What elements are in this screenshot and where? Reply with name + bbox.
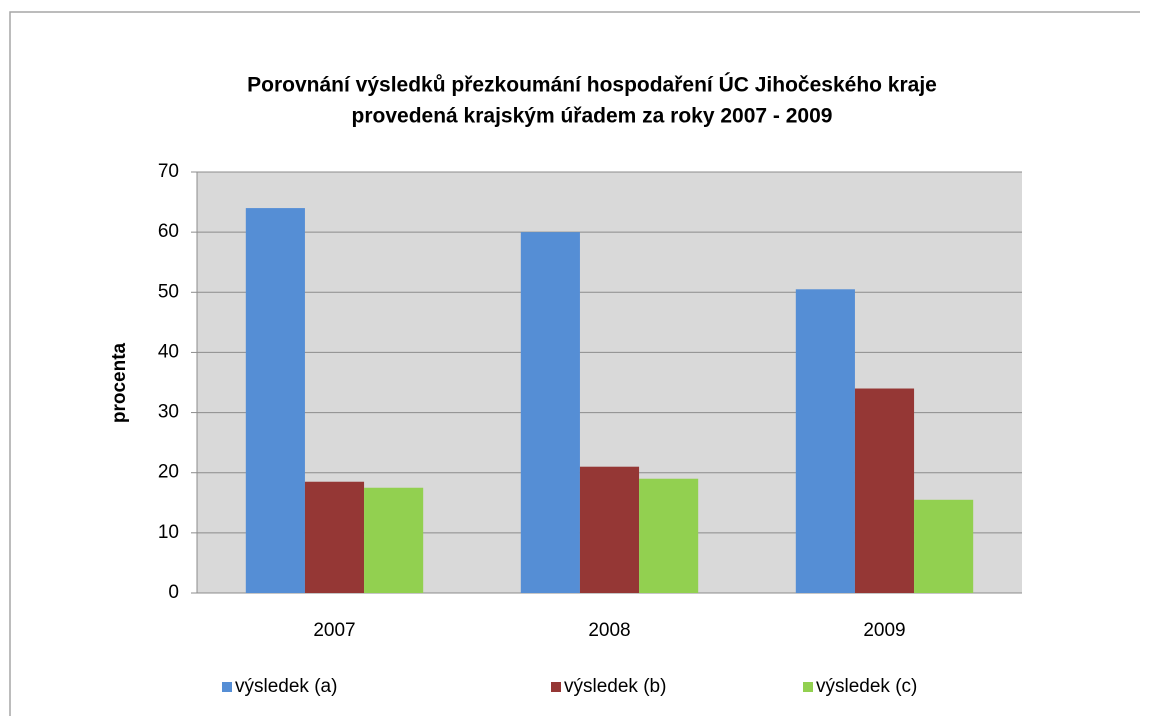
- y-tick-label: 30: [158, 402, 179, 423]
- chart-title: Porovnání výsledků přezkoumání hospodaře…: [247, 73, 937, 97]
- bar: [304, 481, 365, 593]
- bar: [854, 388, 915, 593]
- bar: [364, 487, 424, 593]
- y-axis-label: procenta: [109, 342, 130, 423]
- chart-title: provedená krajským úřadem za roky 2007 -…: [352, 105, 833, 128]
- bar: [914, 499, 974, 593]
- y-tick-label: 50: [158, 281, 179, 302]
- legend-label: výsledek (c): [816, 676, 917, 697]
- legend-label: výsledek (b): [564, 676, 666, 697]
- y-tick-label: 40: [158, 341, 179, 362]
- x-tick-label: 2009: [863, 620, 905, 641]
- bar: [520, 232, 580, 593]
- y-tick-label: 10: [158, 522, 179, 543]
- y-tick-label: 0: [168, 582, 179, 603]
- legend-swatch: [222, 682, 232, 692]
- y-tick-label: 60: [158, 221, 179, 242]
- y-tick-label: 20: [158, 462, 179, 483]
- chart-frame: [9, 11, 1140, 716]
- x-tick-label: 2008: [588, 620, 630, 641]
- legend-swatch: [803, 682, 813, 692]
- legend-swatch: [551, 682, 561, 692]
- legend-label: výsledek (a): [235, 676, 337, 697]
- bar: [795, 289, 855, 593]
- y-tick-label: 70: [158, 161, 179, 182]
- x-tick-label: 2007: [313, 620, 355, 641]
- bar: [579, 466, 640, 593]
- bar: [245, 208, 305, 594]
- bar: [639, 478, 699, 593]
